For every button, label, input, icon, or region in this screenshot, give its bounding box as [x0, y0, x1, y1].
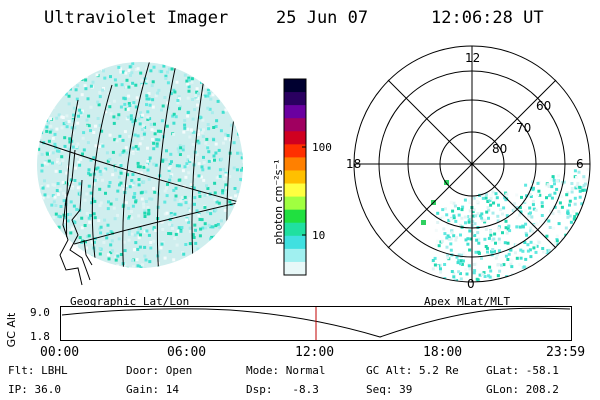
mlat-label-70: 70 — [516, 121, 531, 135]
status-glon: GLon: 208.2 — [486, 383, 559, 396]
instrument-title: Ultraviolet Imager — [44, 8, 229, 28]
status-door: Door: Open — [126, 364, 193, 377]
colorbar — [283, 78, 307, 276]
colorbar-tick-10: 10 — [312, 229, 326, 242]
geo-map-caption: Geographic Lat/Lon — [70, 295, 190, 308]
timeline-ytick-low: 1.8 — [30, 330, 50, 343]
altitude-curve — [61, 307, 571, 338]
timeline-axis-label: GC Alt — [5, 312, 18, 348]
mlt-label-06: 6 — [576, 157, 584, 171]
timeline-xtick-1800: 18:00 — [423, 345, 463, 360]
timeline-xtick-0600: 06:00 — [167, 345, 207, 360]
status-dsp: Dsp: -8.3 — [246, 383, 319, 396]
image-date: 25 Jun 07 — [276, 8, 369, 28]
status-filter: Flt: LBHL — [8, 364, 68, 377]
altitude-timeline — [60, 306, 572, 341]
geographic-map — [37, 62, 243, 286]
colorbar-unit-label: photon cm⁻²s⁻¹ — [272, 159, 285, 245]
timeline-ytick-high: 9.0 — [30, 306, 50, 319]
status-gain: Gain: 14 — [126, 383, 179, 396]
polar-grid — [353, 45, 591, 283]
mlt-label-18: 18 — [346, 157, 361, 171]
status-ip: IP: 36.0 — [8, 383, 61, 396]
geo-coastline — [59, 149, 93, 286]
status-mode: Mode: Normal — [246, 364, 326, 377]
mlt-label-00: 0 — [467, 277, 475, 290]
status-seq: Seq: 39 — [366, 383, 413, 396]
geo-emission-pixels — [37, 62, 243, 268]
mlat-label-80: 80 — [492, 142, 507, 156]
timeline-xtick-2359: 23:59 — [546, 345, 586, 360]
polar-emission-pixels — [421, 168, 590, 282]
mlat-label-60: 60 — [536, 99, 551, 113]
status-gc-alt: GC Alt: 5.2 Re — [366, 364, 459, 377]
status-glat: GLat: -58.1 — [486, 364, 559, 377]
timeline-xtick-1200: 12:00 — [295, 345, 335, 360]
image-time: 12:06:28 UT — [431, 8, 544, 28]
timeline-xtick-0000: 00:00 — [40, 345, 80, 360]
polar-map-caption: Apex MLat/MLT — [424, 295, 511, 308]
polar-map: 12 18 6 0 80 70 60 — [346, 45, 591, 290]
colorbar-tick-100: 100 — [312, 141, 332, 154]
colorbar-gradient — [284, 79, 306, 276]
mlt-label-12: 12 — [465, 51, 480, 65]
